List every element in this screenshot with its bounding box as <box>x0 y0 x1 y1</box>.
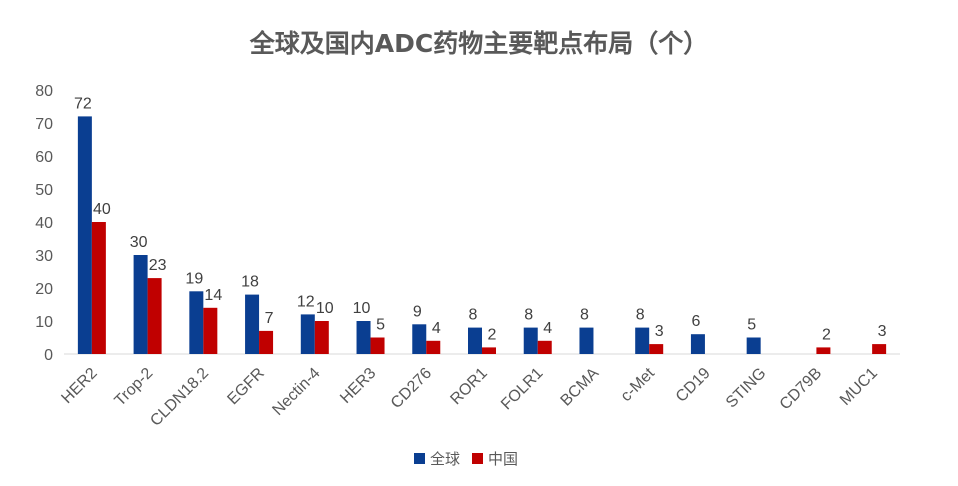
bar-global-c-met <box>635 327 650 354</box>
data-label: 18 <box>241 274 259 291</box>
legend-label-global: 全球 <box>430 450 460 468</box>
data-label: 2 <box>822 326 831 343</box>
data-label: 10 <box>316 300 334 317</box>
y-tick-label: 50 <box>35 182 53 199</box>
legend-label-china: 中国 <box>488 450 518 468</box>
chart-title: 全球及国内ADC药物主要靶点布局（个） <box>249 29 708 58</box>
y-axis: 0 10 20 30 40 50 60 70 80 <box>35 83 53 364</box>
bar-global-her2 <box>77 116 92 355</box>
data-label: 4 <box>432 320 441 337</box>
y-tick-label: 30 <box>35 248 53 265</box>
bar-global-folr1 <box>523 327 538 354</box>
x-tick-label: CLDN18.2 <box>147 365 212 430</box>
y-tick-label: 80 <box>35 83 53 100</box>
bar-china-cldn18.2 <box>203 307 218 354</box>
data-label: 5 <box>376 317 385 334</box>
y-tick-label: 20 <box>35 281 53 298</box>
data-label: 8 <box>469 307 478 324</box>
data-label: 40 <box>93 201 111 218</box>
x-tick-label: MUC1 <box>837 365 881 409</box>
bar-china-cd276 <box>426 340 441 354</box>
data-label: 19 <box>185 270 203 287</box>
x-tick-label: CD19 <box>673 365 714 406</box>
x-tick-label: CD79B <box>777 365 825 413</box>
bars <box>77 116 887 355</box>
bar-china-trop-2 <box>147 278 162 354</box>
bar-global-sting <box>746 337 761 354</box>
bar-global-cd276 <box>412 324 427 354</box>
bar-global-cldn18.2 <box>189 291 204 354</box>
data-label: 5 <box>747 317 756 334</box>
legend: 全球 中国 <box>414 450 518 468</box>
data-label: 10 <box>353 300 371 317</box>
x-tick-label: HER3 <box>337 365 379 407</box>
legend-swatch-global <box>414 453 425 464</box>
data-label: 6 <box>691 313 700 330</box>
x-tick-label: STING <box>723 365 770 412</box>
bar-global-bcma <box>579 327 594 354</box>
data-label: 14 <box>204 287 222 304</box>
y-tick-label: 0 <box>44 347 53 364</box>
y-tick-label: 10 <box>35 314 53 331</box>
data-label: 30 <box>130 234 148 251</box>
x-tick-label: CD276 <box>388 365 435 412</box>
x-tick-label: EGFR <box>224 365 267 408</box>
data-label: 2 <box>488 326 497 343</box>
data-label: 3 <box>655 323 664 340</box>
bar-china-ror1 <box>482 347 496 354</box>
bar-global-nectin-4 <box>300 314 315 354</box>
data-label: 8 <box>580 307 589 324</box>
bar-china-cd79b <box>816 347 831 354</box>
bar-china-egfr <box>259 330 274 354</box>
bar-china-her3 <box>370 337 385 354</box>
bar-global-cd19 <box>690 334 705 354</box>
data-label: 12 <box>297 293 315 310</box>
x-tick-label: Trop-2 <box>112 365 157 410</box>
x-tick-label: c-Met <box>618 364 659 405</box>
data-label: 8 <box>524 307 533 324</box>
x-tick-label: Nectin-4 <box>269 365 323 419</box>
bar-global-egfr <box>245 294 260 354</box>
x-tick-label: HER2 <box>58 365 100 407</box>
bar-china-folr1 <box>537 340 552 354</box>
y-tick-label: 60 <box>35 149 53 166</box>
data-label: 23 <box>149 257 167 274</box>
bar-china-nectin-4 <box>314 321 329 354</box>
bar-global-her3 <box>356 321 371 354</box>
data-label: 3 <box>878 323 887 340</box>
data-label: 72 <box>74 95 92 112</box>
x-tick-label: BCMA <box>558 365 603 410</box>
bar-china-muc1 <box>872 344 887 354</box>
data-label: 8 <box>636 307 645 324</box>
bar-global-trop-2 <box>133 255 148 354</box>
data-label: 7 <box>265 310 274 327</box>
y-tick-label: 40 <box>35 215 53 232</box>
bar-global-ror1 <box>468 327 482 354</box>
bar-china-her2 <box>91 222 106 354</box>
legend-swatch-china <box>472 453 483 464</box>
x-tick-label: FOLR1 <box>498 365 547 414</box>
data-label: 4 <box>543 320 552 337</box>
y-tick-label: 70 <box>35 116 53 133</box>
x-tick-label: ROR1 <box>447 365 491 409</box>
bar-china-c-met <box>649 344 664 354</box>
data-label: 9 <box>413 303 422 320</box>
